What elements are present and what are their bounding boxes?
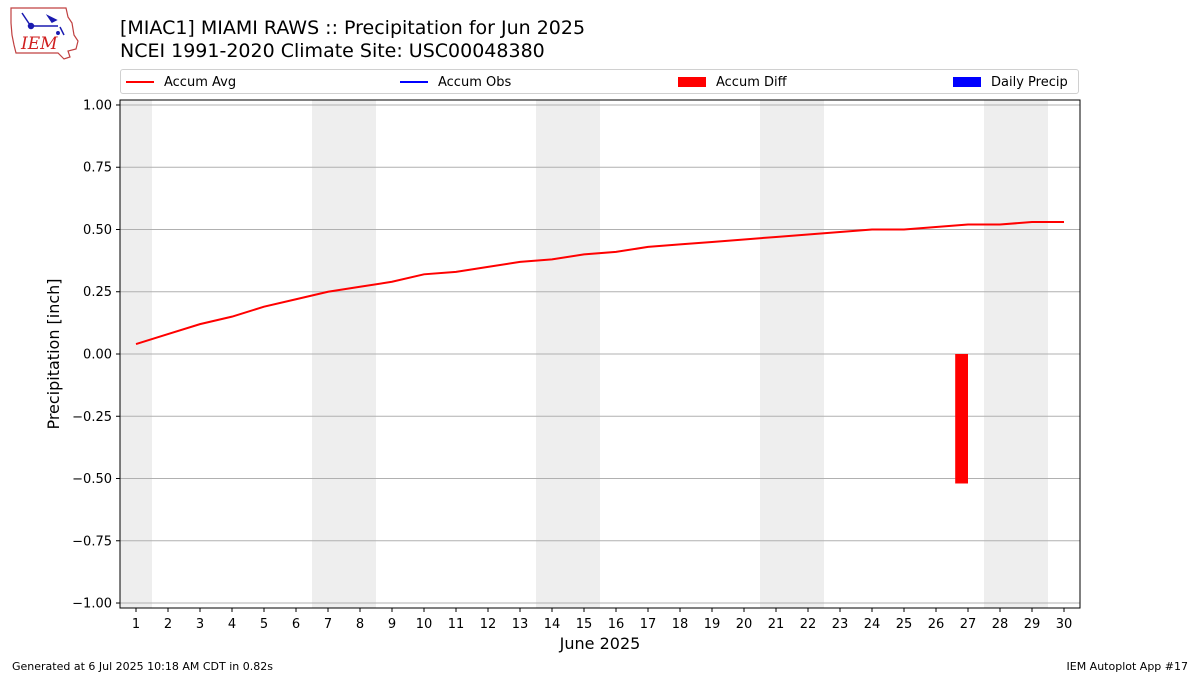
x-tick-label: 26 — [928, 617, 945, 632]
y-tick-label: 0.50 — [83, 223, 112, 238]
chart-subtitle: NCEI 1991-2020 Climate Site: USC00048380 — [120, 40, 545, 62]
legend-label-accum-obs: Accum Obs — [438, 74, 512, 90]
y-tick-label: −0.50 — [72, 472, 112, 487]
iem-logo: IEM — [10, 7, 79, 60]
x-tick-label: 14 — [544, 617, 561, 632]
x-tick-label: 7 — [324, 617, 332, 632]
x-tick-label: 8 — [356, 617, 364, 632]
x-tick-label: 16 — [608, 617, 625, 632]
x-tick-label: 22 — [800, 617, 817, 632]
footer-generated: Generated at 6 Jul 2025 10:18 AM CDT in … — [12, 660, 273, 673]
x-tick-label: 15 — [576, 617, 593, 632]
y-tick-label: −0.25 — [72, 410, 112, 425]
x-tick-label: 25 — [896, 617, 913, 632]
accum-diff-bar — [955, 354, 968, 484]
x-tick-label: 2 — [164, 617, 172, 632]
legend-item-accum-diff: Accum Diff — [678, 74, 787, 90]
y-axis-label: Precipitation [inch] — [44, 278, 63, 429]
x-tick-label: 9 — [388, 617, 396, 632]
y-tick-label: 0.25 — [83, 285, 112, 300]
x-tick-label: 24 — [864, 617, 881, 632]
x-tick-label: 30 — [1056, 617, 1073, 632]
y-tick-label: 1.00 — [83, 98, 112, 113]
x-tick-label: 29 — [1024, 617, 1041, 632]
x-tick-label: 17 — [640, 617, 657, 632]
y-tick-label: −1.00 — [72, 597, 112, 612]
x-tick-label: 4 — [228, 617, 236, 632]
x-tick-label: 11 — [448, 617, 465, 632]
legend-label-accum-avg: Accum Avg — [164, 74, 237, 90]
legend-swatch-accum-obs — [400, 81, 428, 83]
x-tick-label: 6 — [292, 617, 300, 632]
legend-item-accum-obs: Accum Obs — [400, 74, 511, 90]
footer-app: IEM Autoplot App #17 — [1066, 660, 1189, 673]
legend-label-daily-precip: Daily Precip — [991, 74, 1068, 90]
y-tick-label: 0.00 — [83, 348, 112, 363]
x-tick-label: 20 — [736, 617, 753, 632]
x-tick-label: 18 — [672, 617, 689, 632]
x-tick-label: 13 — [512, 617, 529, 632]
legend-swatch-accum-diff — [678, 77, 706, 87]
x-axis-label: June 2025 — [559, 634, 641, 653]
x-tick-label: 3 — [196, 617, 204, 632]
legend-item-daily-precip: Daily Precip — [953, 74, 1068, 90]
chart-title: [MIAC1] MIAMI RAWS :: Precipitation for … — [120, 17, 586, 39]
x-tick-label: 27 — [960, 617, 977, 632]
x-tick-label: 23 — [832, 617, 849, 632]
x-tick-label: 1 — [132, 617, 140, 632]
legend-label-accum-diff: Accum Diff — [716, 74, 787, 90]
x-tick-label: 10 — [416, 617, 433, 632]
legend: Accum Avg Accum Obs Accum Diff Daily Pre… — [120, 69, 1079, 94]
x-tick-label: 5 — [260, 617, 268, 632]
x-tick-label: 21 — [768, 617, 785, 632]
legend-swatch-accum-avg — [126, 81, 154, 83]
legend-swatch-daily-precip — [953, 77, 981, 87]
accum-avg-line — [135, 221, 1064, 345]
svg-text:IEM: IEM — [20, 34, 58, 54]
x-tick-label: 28 — [992, 617, 1009, 632]
x-tick-label: 19 — [704, 617, 721, 632]
y-tick-label: −0.75 — [72, 534, 112, 549]
x-tick-label: 12 — [480, 617, 497, 632]
legend-item-accum-avg: Accum Avg — [126, 74, 236, 90]
y-tick-label: 0.75 — [83, 161, 112, 176]
